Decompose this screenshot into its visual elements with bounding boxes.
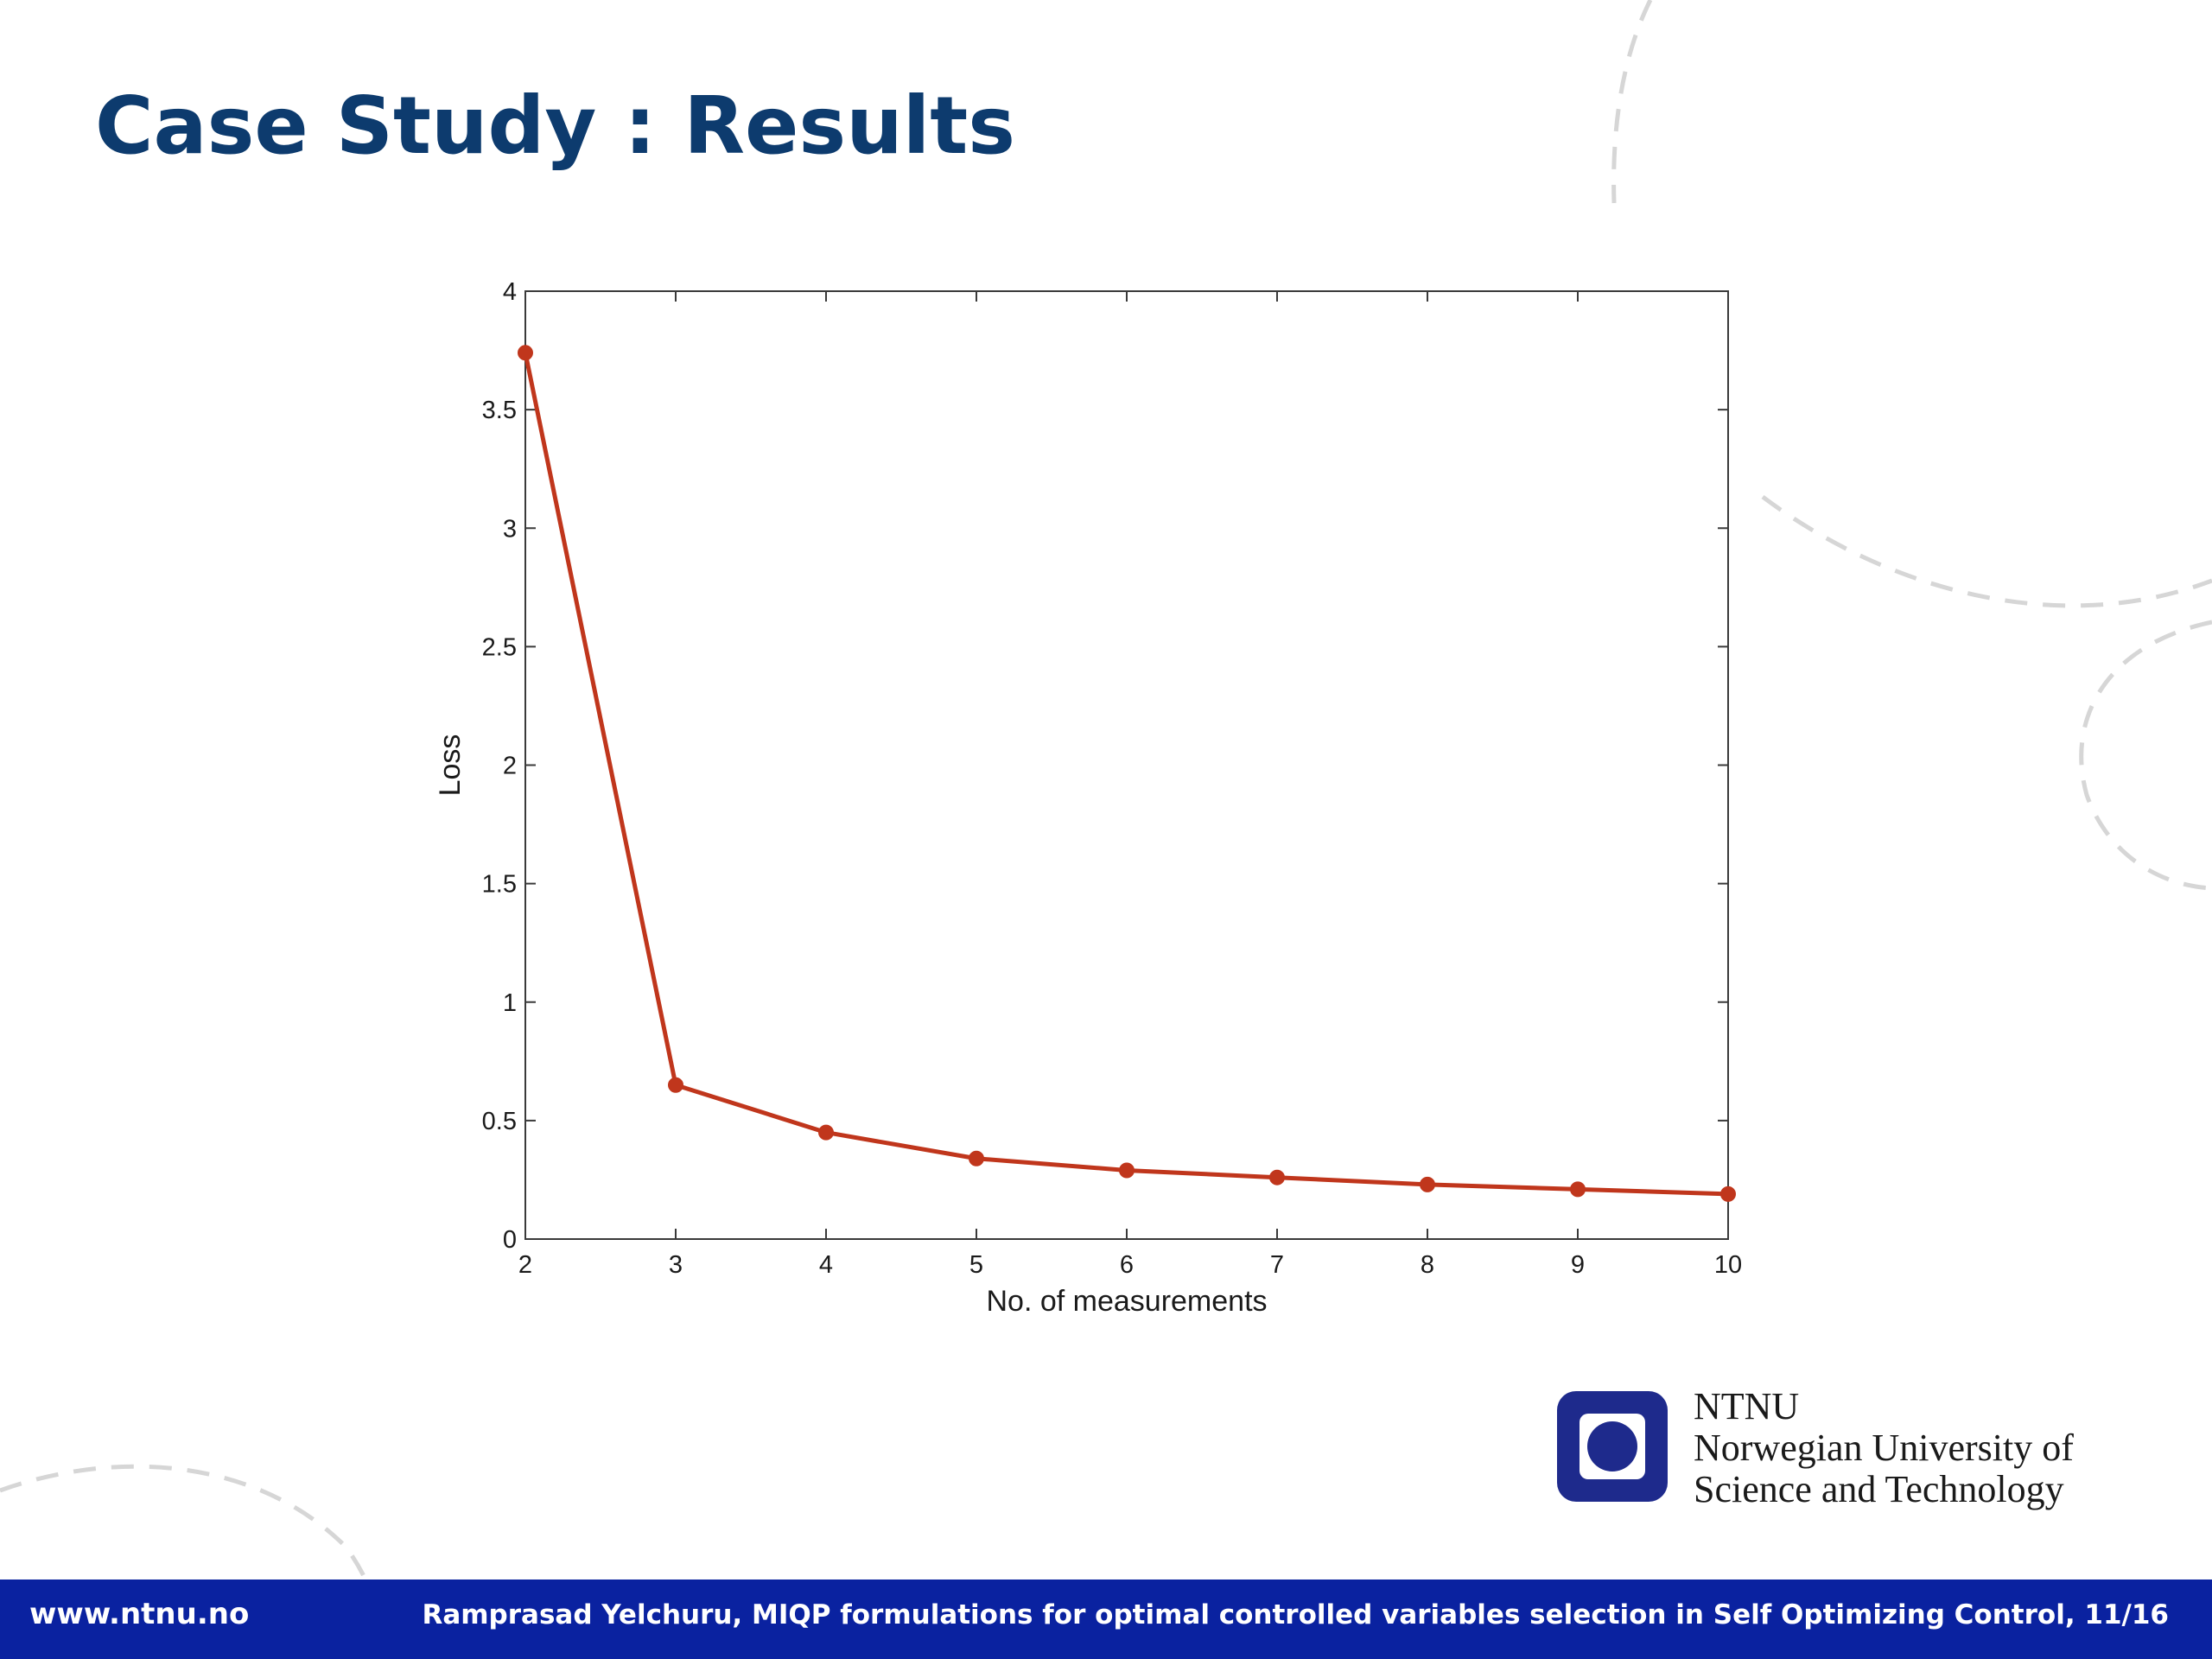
data-point <box>969 1150 984 1166</box>
x-axis-label: No. of measurements <box>986 1285 1267 1318</box>
logo-line-science: Science and Technology <box>1694 1468 2064 1510</box>
ntnu-logo-text: NTNU Norwegian University of Science and… <box>1694 1386 2074 1510</box>
logo-line-ntnu: NTNU <box>1694 1385 1800 1427</box>
slide-title: Case Study : Results <box>95 79 1015 172</box>
logo-line-university: Norwegian University of <box>1694 1427 2074 1469</box>
y-tick-label: 3.5 <box>482 397 517 424</box>
data-point <box>518 345 533 361</box>
x-tick-label: 8 <box>1421 1251 1434 1279</box>
data-point <box>1269 1169 1285 1185</box>
x-tick-label: 9 <box>1571 1251 1585 1279</box>
y-axis-label: Loss <box>434 734 467 797</box>
x-tick-label: 5 <box>969 1251 983 1279</box>
data-point <box>1420 1176 1435 1192</box>
x-tick-label: 3 <box>669 1251 683 1279</box>
y-tick-label: 2.5 <box>482 633 517 661</box>
data-point <box>1570 1181 1586 1198</box>
y-tick-label: 0 <box>503 1226 517 1254</box>
x-tick-label: 7 <box>1270 1251 1284 1279</box>
data-point <box>1720 1185 1736 1202</box>
footer-url[interactable]: www.ntnu.no <box>29 1597 250 1631</box>
data-point <box>818 1124 834 1141</box>
footer-credit: Ramprasad Yelchuru, MIQP formulations fo… <box>422 1599 2169 1630</box>
ntnu-logo-icon <box>1557 1391 1668 1502</box>
plot-area <box>524 290 1729 1240</box>
y-tick-label: 0.5 <box>482 1108 517 1135</box>
x-tick-label: 6 <box>1120 1251 1134 1279</box>
x-tick-label: 2 <box>518 1251 532 1279</box>
data-point <box>1119 1162 1135 1179</box>
data-point <box>668 1077 683 1093</box>
y-tick-label: 4 <box>503 278 517 306</box>
x-tick-label: 4 <box>819 1251 833 1279</box>
y-tick-label: 1.5 <box>482 871 517 899</box>
y-tick-label: 1 <box>503 989 517 1017</box>
x-tick-label: 10 <box>1714 1251 1742 1279</box>
y-tick-label: 3 <box>503 515 517 543</box>
footer-bar <box>0 1580 2212 1659</box>
y-tick-label: 2 <box>503 753 517 780</box>
